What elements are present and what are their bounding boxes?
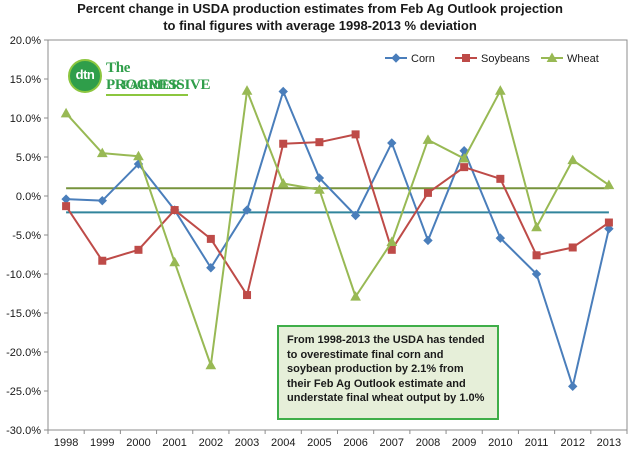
progressive-farmer-logo: dtn The PROGRESSIVE FARMER [68,58,211,98]
data-point [604,218,613,227]
legend-corn-label: Corn [411,53,435,65]
data-point [531,269,542,279]
y-tick-label: 10.0% [10,113,41,125]
data-point [546,52,558,62]
data-point [243,291,252,300]
legend-wheat-label: Wheat [567,53,599,65]
data-point [278,86,288,97]
data-point [97,195,107,206]
data-point [462,54,470,62]
legend-soybeans-label: Soybeans [481,53,530,65]
data-point [350,291,361,301]
x-tick-label: 2013 [597,437,621,449]
data-point [494,85,506,95]
series-wheat-line [65,89,610,367]
y-tick-label: 5.0% [16,152,41,164]
data-point [277,178,289,188]
data-point [568,381,578,392]
data-point [279,139,288,148]
series-corn-line [66,90,610,388]
data-point [98,256,107,265]
data-point [386,236,398,247]
x-tick-label: 1998 [54,437,78,449]
y-tick-label: 15.0% [10,74,41,86]
y-tick-label: -10.0% [6,269,41,281]
logo-badge-text: dtn [75,67,95,82]
y-tick-label: -5.0% [12,230,41,242]
y-tick-label: -30.0% [6,425,41,437]
data-point [422,134,434,144]
data-point [532,251,541,260]
data-point [531,221,542,232]
logo-line-2: FARMER [122,77,182,92]
x-tick-label: 2003 [235,437,259,449]
data-point [134,245,143,254]
series-soybeans-line [65,133,610,297]
data-point [314,173,325,183]
data-point [206,234,215,243]
y-tick-label: 0.0% [16,191,41,203]
data-point [61,194,71,204]
dtn-badge-icon [68,59,102,93]
data-point [604,224,614,234]
y-tick-label: -20.0% [6,347,41,359]
y-tick-label: -15.0% [6,308,41,320]
x-tick-label: 1999 [90,437,114,449]
annotation-callout: From 1998-2013 the USDA has tended to ov… [277,325,499,420]
data-point [241,85,253,95]
x-tick-label: 2005 [307,437,331,449]
data-point [495,233,506,243]
x-tick-label: 2001 [162,437,186,449]
data-point [169,256,181,267]
x-tick-label: 2004 [271,437,295,449]
data-point [206,263,216,273]
data-point [603,179,615,190]
x-tick-label: 2012 [560,437,584,449]
data-point [205,359,217,370]
x-tick-label: 2002 [199,437,223,449]
x-tick-label: 2008 [416,437,440,449]
title-line-1: Percent change in USDA production estima… [77,1,563,16]
data-point [458,153,470,163]
data-point [387,138,397,148]
data-point [423,235,433,246]
data-point [62,202,71,211]
data-point [350,210,361,221]
data-point [496,174,505,183]
x-tick-label: 2007 [380,437,404,449]
y-tick-label: -25.0% [6,386,41,398]
data-point [133,150,144,161]
data-point [568,243,577,252]
data-point [60,107,72,118]
data-point [460,163,469,172]
data-point [96,147,108,158]
x-tick-label: 2006 [343,437,367,449]
data-point [314,184,325,194]
x-tick-label: 2010 [488,437,512,449]
data-point [242,205,252,215]
y-tick-label: 20.0% [10,35,41,47]
data-point [351,130,360,139]
data-point [387,245,396,254]
data-point [315,138,324,147]
x-tick-label: 2000 [126,437,150,449]
data-point [423,188,432,197]
data-point [170,206,179,215]
x-tick-label: 2011 [525,437,549,449]
title-line-2: to final figures with average 1998-2013 … [163,18,477,33]
logo-rule [106,94,188,96]
data-point [391,53,401,63]
x-tick-label: 2009 [452,437,476,449]
chart-title: Percent change in USDA production estima… [0,0,640,34]
data-point [567,154,579,165]
logo-line-1: The PROGRESSIVE [106,60,211,93]
